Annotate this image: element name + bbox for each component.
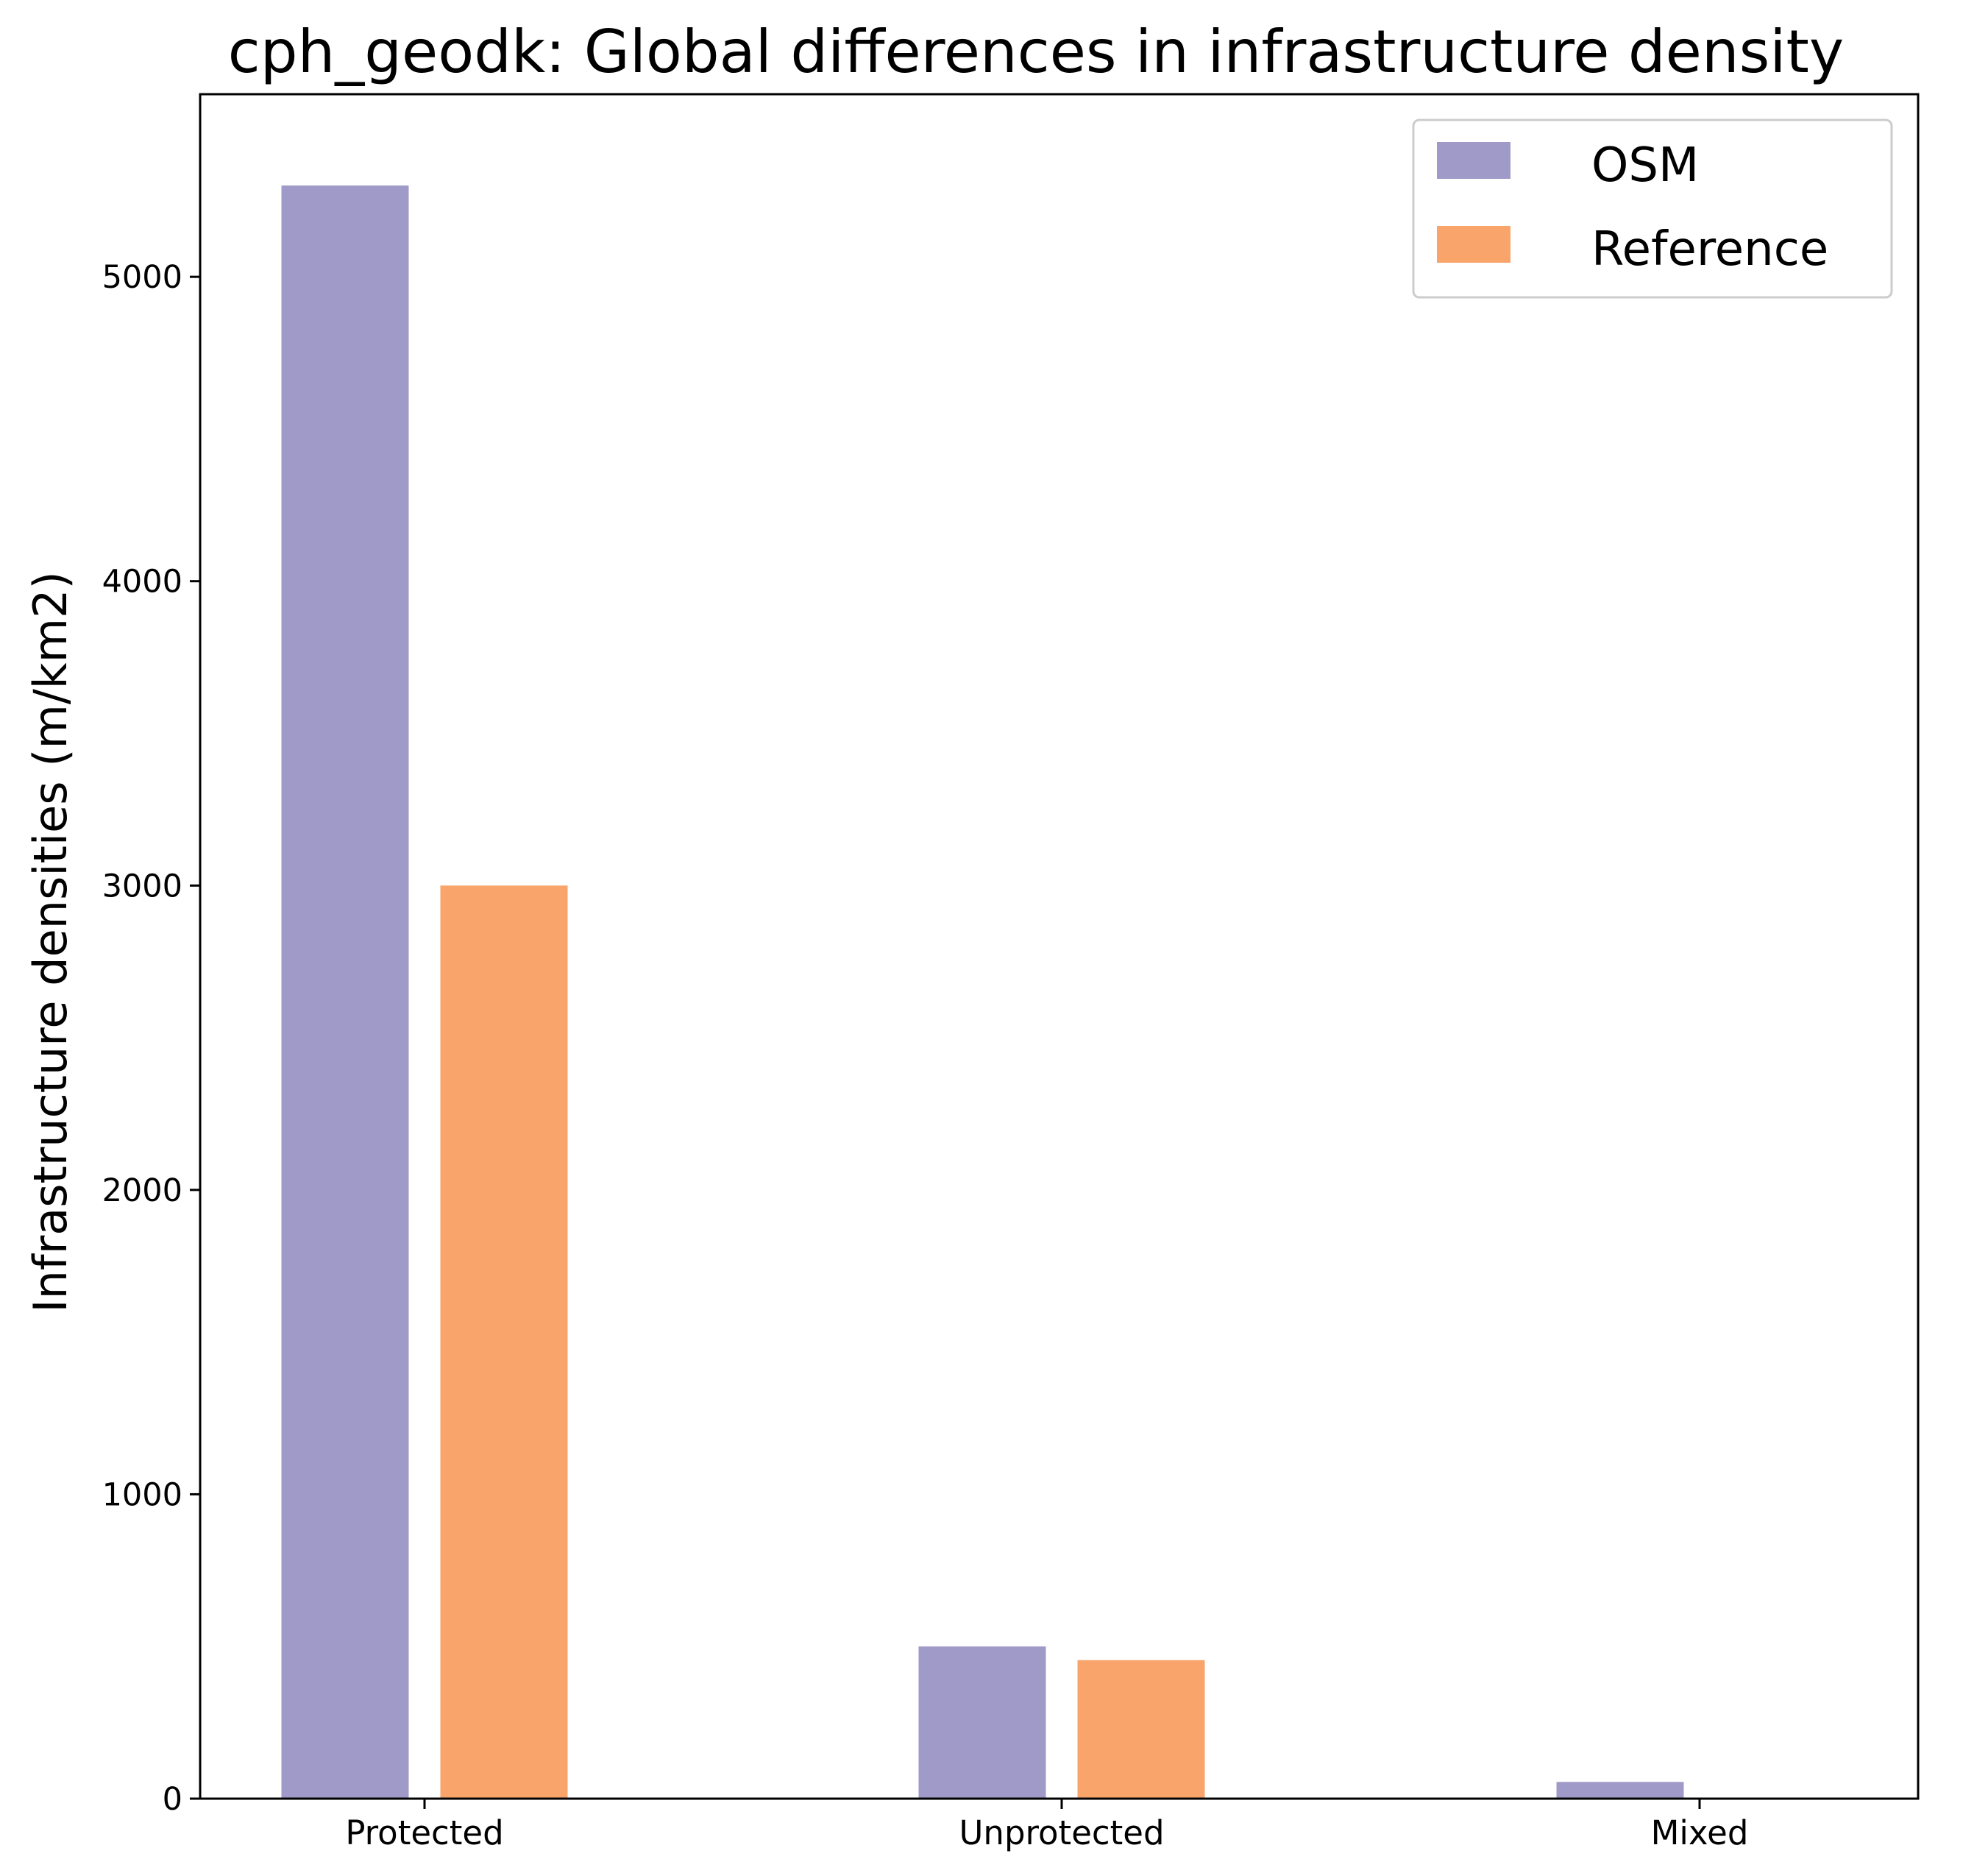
y-tick-label: 0 bbox=[163, 1781, 182, 1818]
legend-label-osm: OSM bbox=[1591, 138, 1699, 193]
x-tick-label: Unprotected bbox=[959, 1813, 1164, 1852]
y-tick-label: 2000 bbox=[102, 1172, 182, 1209]
y-axis-label: Infrastructure densities (m/km2) bbox=[24, 571, 77, 1312]
plot-frame bbox=[199, 93, 1920, 1800]
chart-title: cph_geodk: Global differences in infrast… bbox=[228, 18, 1844, 86]
y-tick-label: 4000 bbox=[102, 564, 182, 601]
y-tick-label: 5000 bbox=[102, 259, 182, 296]
x-ticks-group: Protected Unprotected Mixed bbox=[345, 1799, 1748, 1852]
legend-label-reference: Reference bbox=[1591, 222, 1828, 277]
x-tick-label: Mixed bbox=[1651, 1813, 1749, 1852]
x-tick-label: Protected bbox=[345, 1813, 503, 1852]
bars-group bbox=[281, 185, 1684, 1799]
bar-osm-protected bbox=[281, 185, 409, 1799]
bar-osm-unprotected bbox=[918, 1646, 1046, 1799]
legend-swatch-osm bbox=[1437, 142, 1510, 179]
y-tick-label: 3000 bbox=[102, 868, 182, 904]
legend-box bbox=[1412, 118, 1893, 299]
bar-reference-unprotected bbox=[1077, 1660, 1205, 1799]
legend: OSM Reference bbox=[1412, 118, 1893, 299]
legend-swatch-reference bbox=[1437, 226, 1510, 263]
y-tick-label: 1000 bbox=[102, 1476, 182, 1513]
y-ticks-group: 0 1000 2000 3000 4000 5000 bbox=[102, 259, 200, 1818]
bar-reference-protected bbox=[440, 885, 568, 1799]
bar-osm-mixed bbox=[1556, 1782, 1684, 1799]
